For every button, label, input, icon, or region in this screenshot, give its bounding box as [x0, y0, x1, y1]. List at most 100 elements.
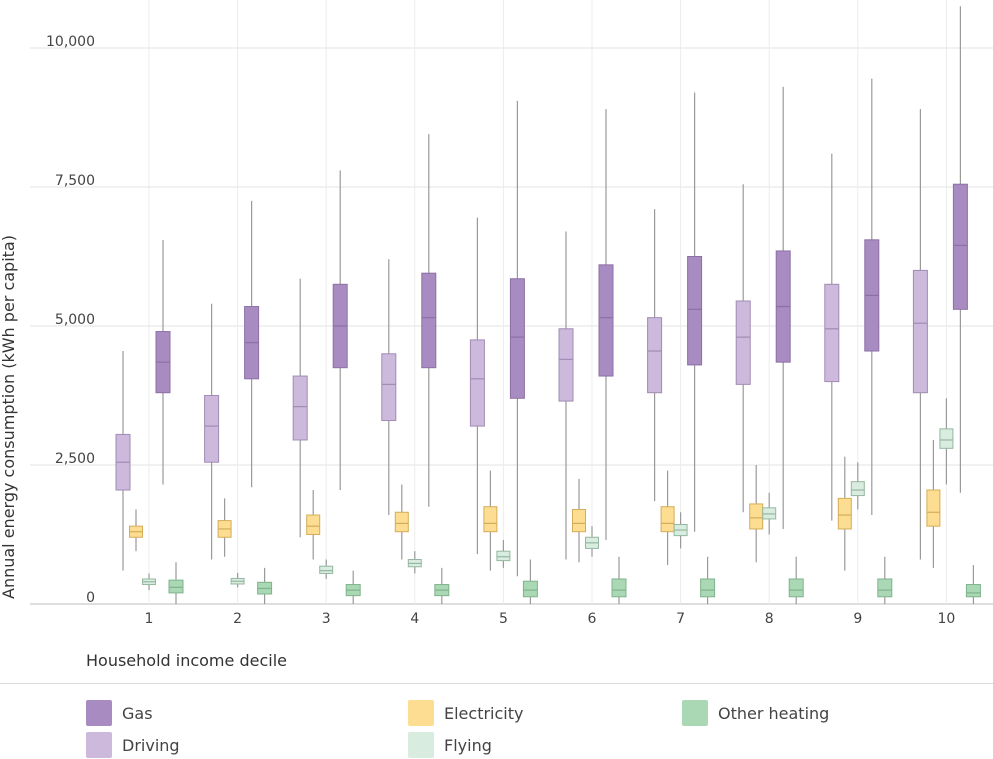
box-plot-chart: 0 2,500 5,000 7,500 10,000 1 2 3 4 5 6 7 8 9 10 Annua… [0, 0, 993, 670]
iqr-box-driving [381, 353, 397, 422]
box-driving [381, 259, 397, 516]
box-other-heating [877, 556, 893, 604]
iqr-box-gas [687, 256, 703, 366]
y-tick-label: 0 [86, 590, 95, 606]
iqr-box-driving [647, 317, 663, 394]
box-gas [244, 200, 260, 488]
iqr-box-flying [850, 481, 865, 497]
iqr-box-driving [735, 300, 751, 385]
iqr-box-flying [496, 550, 511, 562]
box-driving [204, 303, 220, 560]
x-tick-label: 9 [853, 611, 862, 627]
box-driving [647, 209, 663, 502]
iqr-box-driving [912, 269, 928, 394]
iqr-box-flying [939, 428, 954, 449]
y-tick-label: 7,500 [55, 173, 95, 189]
box-electricity [129, 509, 143, 552]
box-gas [332, 170, 348, 491]
iqr-box-other-heating [965, 584, 981, 598]
box-flying [407, 551, 422, 574]
box-driving [912, 109, 928, 560]
box-other-heating [345, 570, 361, 604]
box-other-heating [965, 565, 981, 604]
box-driving [824, 153, 840, 521]
box-series [115, 6, 981, 604]
x-tick-label: 4 [410, 611, 419, 627]
box-gas [155, 239, 171, 485]
iqr-box-other-heating [877, 578, 893, 598]
iqr-box-other-heating [611, 578, 627, 598]
box-other-heating [522, 559, 538, 604]
box-other-heating [611, 556, 627, 604]
box-gas [864, 78, 880, 516]
box-electricity [306, 490, 321, 560]
x-tick-label: 8 [765, 611, 774, 627]
legend-swatch-electricity [408, 700, 434, 726]
box-electricity [394, 484, 409, 560]
box-electricity [749, 465, 764, 563]
y-tick-label: 5,000 [55, 312, 95, 328]
x-tick-label: 3 [322, 611, 331, 627]
y-axis-ticks: 0 2,500 5,000 7,500 10,000 [46, 34, 95, 606]
legend-label-driving: Driving [122, 735, 180, 755]
box-other-heating [788, 556, 804, 604]
box-other-heating [700, 556, 716, 604]
iqr-box-driving [469, 339, 485, 427]
x-tick-label: 10 [937, 611, 955, 627]
legend-item-flying: Flying [408, 732, 492, 758]
chart-legend: Gas Electricity Other heating Driving Fl… [0, 683, 993, 759]
iqr-box-driving [824, 283, 840, 383]
box-driving [115, 351, 131, 571]
box-driving [292, 278, 308, 538]
x-tick-label: 7 [676, 611, 685, 627]
x-tick-label: 5 [499, 611, 508, 627]
iqr-box-electricity [837, 497, 852, 530]
iqr-box-gas [598, 264, 614, 377]
legend-item-electricity: Electricity [408, 700, 523, 726]
box-electricity [926, 439, 941, 568]
iqr-box-other-heating [522, 580, 538, 598]
x-tick-label: 2 [233, 611, 242, 627]
legend-label-electricity: Electricity [444, 703, 524, 723]
box-other-heating [257, 567, 273, 604]
iqr-box-electricity [306, 514, 321, 535]
box-flying [762, 492, 777, 535]
legend-swatch-flying [408, 732, 434, 758]
iqr-box-other-heating [168, 579, 184, 594]
box-flying [142, 573, 156, 591]
box-gas [775, 86, 791, 529]
box-flying [939, 398, 954, 485]
iqr-box-gas [421, 272, 437, 369]
iqr-box-electricity [572, 508, 586, 533]
iqr-box-electricity [394, 511, 409, 533]
legend-label-other-heating: Other heating [718, 703, 830, 723]
iqr-box-electricity [926, 489, 941, 527]
box-driving [735, 184, 751, 513]
legend-item-driving: Driving [86, 732, 180, 758]
box-other-heating [434, 567, 450, 604]
iqr-box-electricity [749, 503, 764, 530]
box-electricity [483, 470, 498, 571]
box-flying [319, 559, 334, 579]
y-axis-title: Annual energy consumption (kWh per capit… [0, 235, 18, 599]
box-flying [585, 526, 599, 557]
box-driving [469, 217, 485, 554]
x-axis-title: Household income decile [86, 651, 287, 670]
box-flying [230, 572, 245, 588]
x-tick-label: 6 [588, 611, 597, 627]
box-other-heating [168, 562, 184, 604]
x-tick-label: 1 [145, 611, 154, 627]
box-flying [673, 512, 688, 549]
iqr-box-other-heating [700, 578, 716, 598]
legend-swatch-gas [86, 700, 112, 726]
iqr-box-flying [319, 565, 334, 574]
iqr-box-driving [558, 328, 574, 402]
box-flying [496, 540, 511, 568]
box-gas [509, 100, 525, 577]
legend-swatch-driving [86, 732, 112, 758]
box-electricity [572, 478, 586, 563]
box-gas [687, 92, 703, 532]
legend-item-gas: Gas [86, 700, 153, 726]
box-electricity [217, 498, 232, 557]
y-tick-label: 10,000 [46, 34, 95, 50]
